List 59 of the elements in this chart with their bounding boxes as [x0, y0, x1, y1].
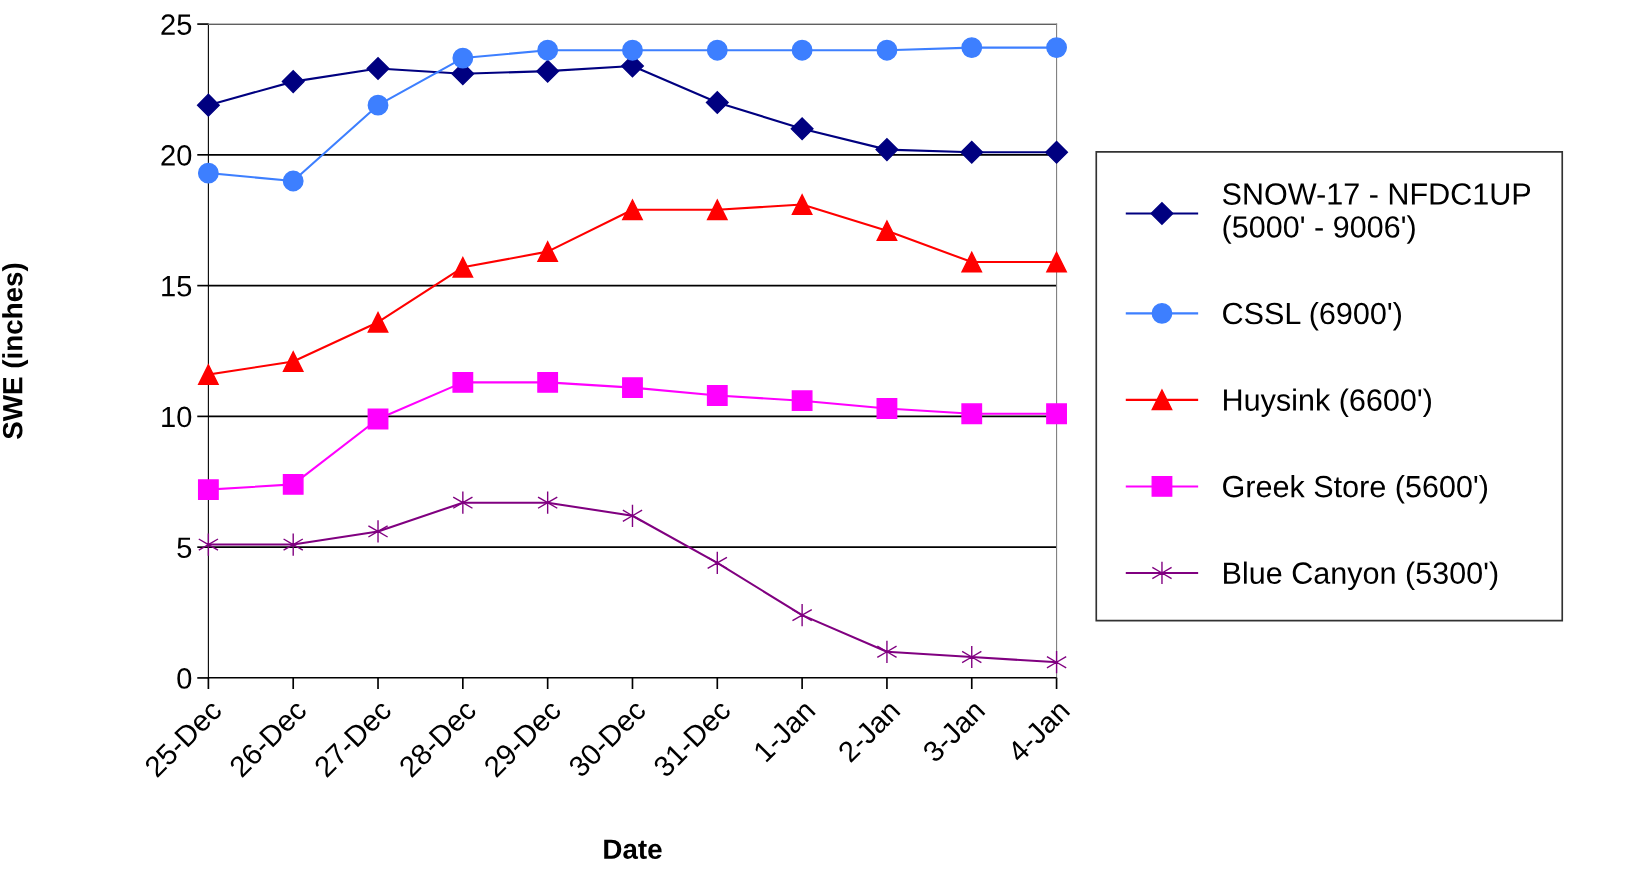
point [791, 603, 813, 627]
point [282, 351, 304, 372]
point [961, 251, 983, 273]
legend-label: Huysink (6600') [1224, 388, 1431, 417]
x-axis-title: Date [604, 839, 662, 860]
point [196, 93, 220, 117]
point [706, 385, 728, 406]
y-tick-label: 15 [162, 276, 192, 297]
point [960, 140, 984, 164]
legend-label: Blue Canyon (5300') [1224, 561, 1498, 591]
legend-label: CSSL (6900') [1223, 301, 1401, 331]
point [537, 371, 559, 393]
point [705, 91, 729, 115]
point [452, 371, 474, 393]
point [876, 398, 898, 419]
point [1046, 403, 1067, 425]
point [622, 199, 643, 221]
point [622, 377, 643, 399]
point [282, 473, 304, 495]
y-tick-label: 0 [177, 668, 192, 689]
point [366, 57, 390, 81]
point [791, 39, 813, 61]
point [706, 199, 728, 221]
point [367, 94, 389, 116]
y-axis-title: SWE (inches) [2, 263, 29, 439]
point [706, 39, 728, 61]
point [452, 490, 474, 515]
point [1045, 140, 1069, 164]
point [452, 256, 474, 278]
y-tick-label: 25 [161, 14, 192, 35]
point [537, 241, 559, 263]
y-tick-label: 20 [161, 145, 192, 166]
point [536, 59, 560, 83]
point [790, 117, 814, 141]
point [876, 39, 898, 61]
point [452, 47, 474, 69]
point [961, 37, 983, 59]
point [282, 170, 304, 192]
point [367, 408, 389, 430]
point [1046, 37, 1067, 59]
point [367, 311, 389, 333]
point [875, 138, 899, 162]
legend-label: SNOW-17 - NFDC1UP (5000' - 9006') [1222, 183, 1531, 244]
point [537, 39, 559, 61]
point [197, 364, 219, 385]
point [1046, 251, 1067, 273]
point [876, 220, 898, 242]
legend-label: Greek Store (5600') [1223, 474, 1488, 504]
point [622, 39, 643, 61]
y-tick-label: 10 [162, 406, 192, 428]
point [197, 162, 219, 184]
point [876, 639, 898, 664]
point [281, 70, 305, 94]
point [791, 390, 813, 412]
point [791, 194, 813, 215]
y-tick-label: 5 [177, 537, 192, 559]
point [367, 519, 389, 544]
point [197, 479, 219, 501]
point [961, 403, 983, 425]
